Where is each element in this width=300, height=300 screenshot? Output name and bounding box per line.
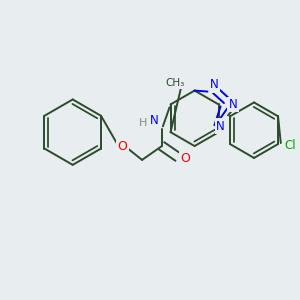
Text: N: N — [210, 78, 219, 91]
Text: H: H — [139, 118, 147, 128]
Text: O: O — [117, 140, 127, 152]
Text: Cl: Cl — [285, 139, 296, 152]
Text: O: O — [181, 152, 190, 165]
Text: CH₃: CH₃ — [165, 78, 184, 88]
Text: N: N — [229, 98, 238, 111]
Text: N: N — [150, 114, 158, 127]
Text: N: N — [216, 120, 225, 133]
